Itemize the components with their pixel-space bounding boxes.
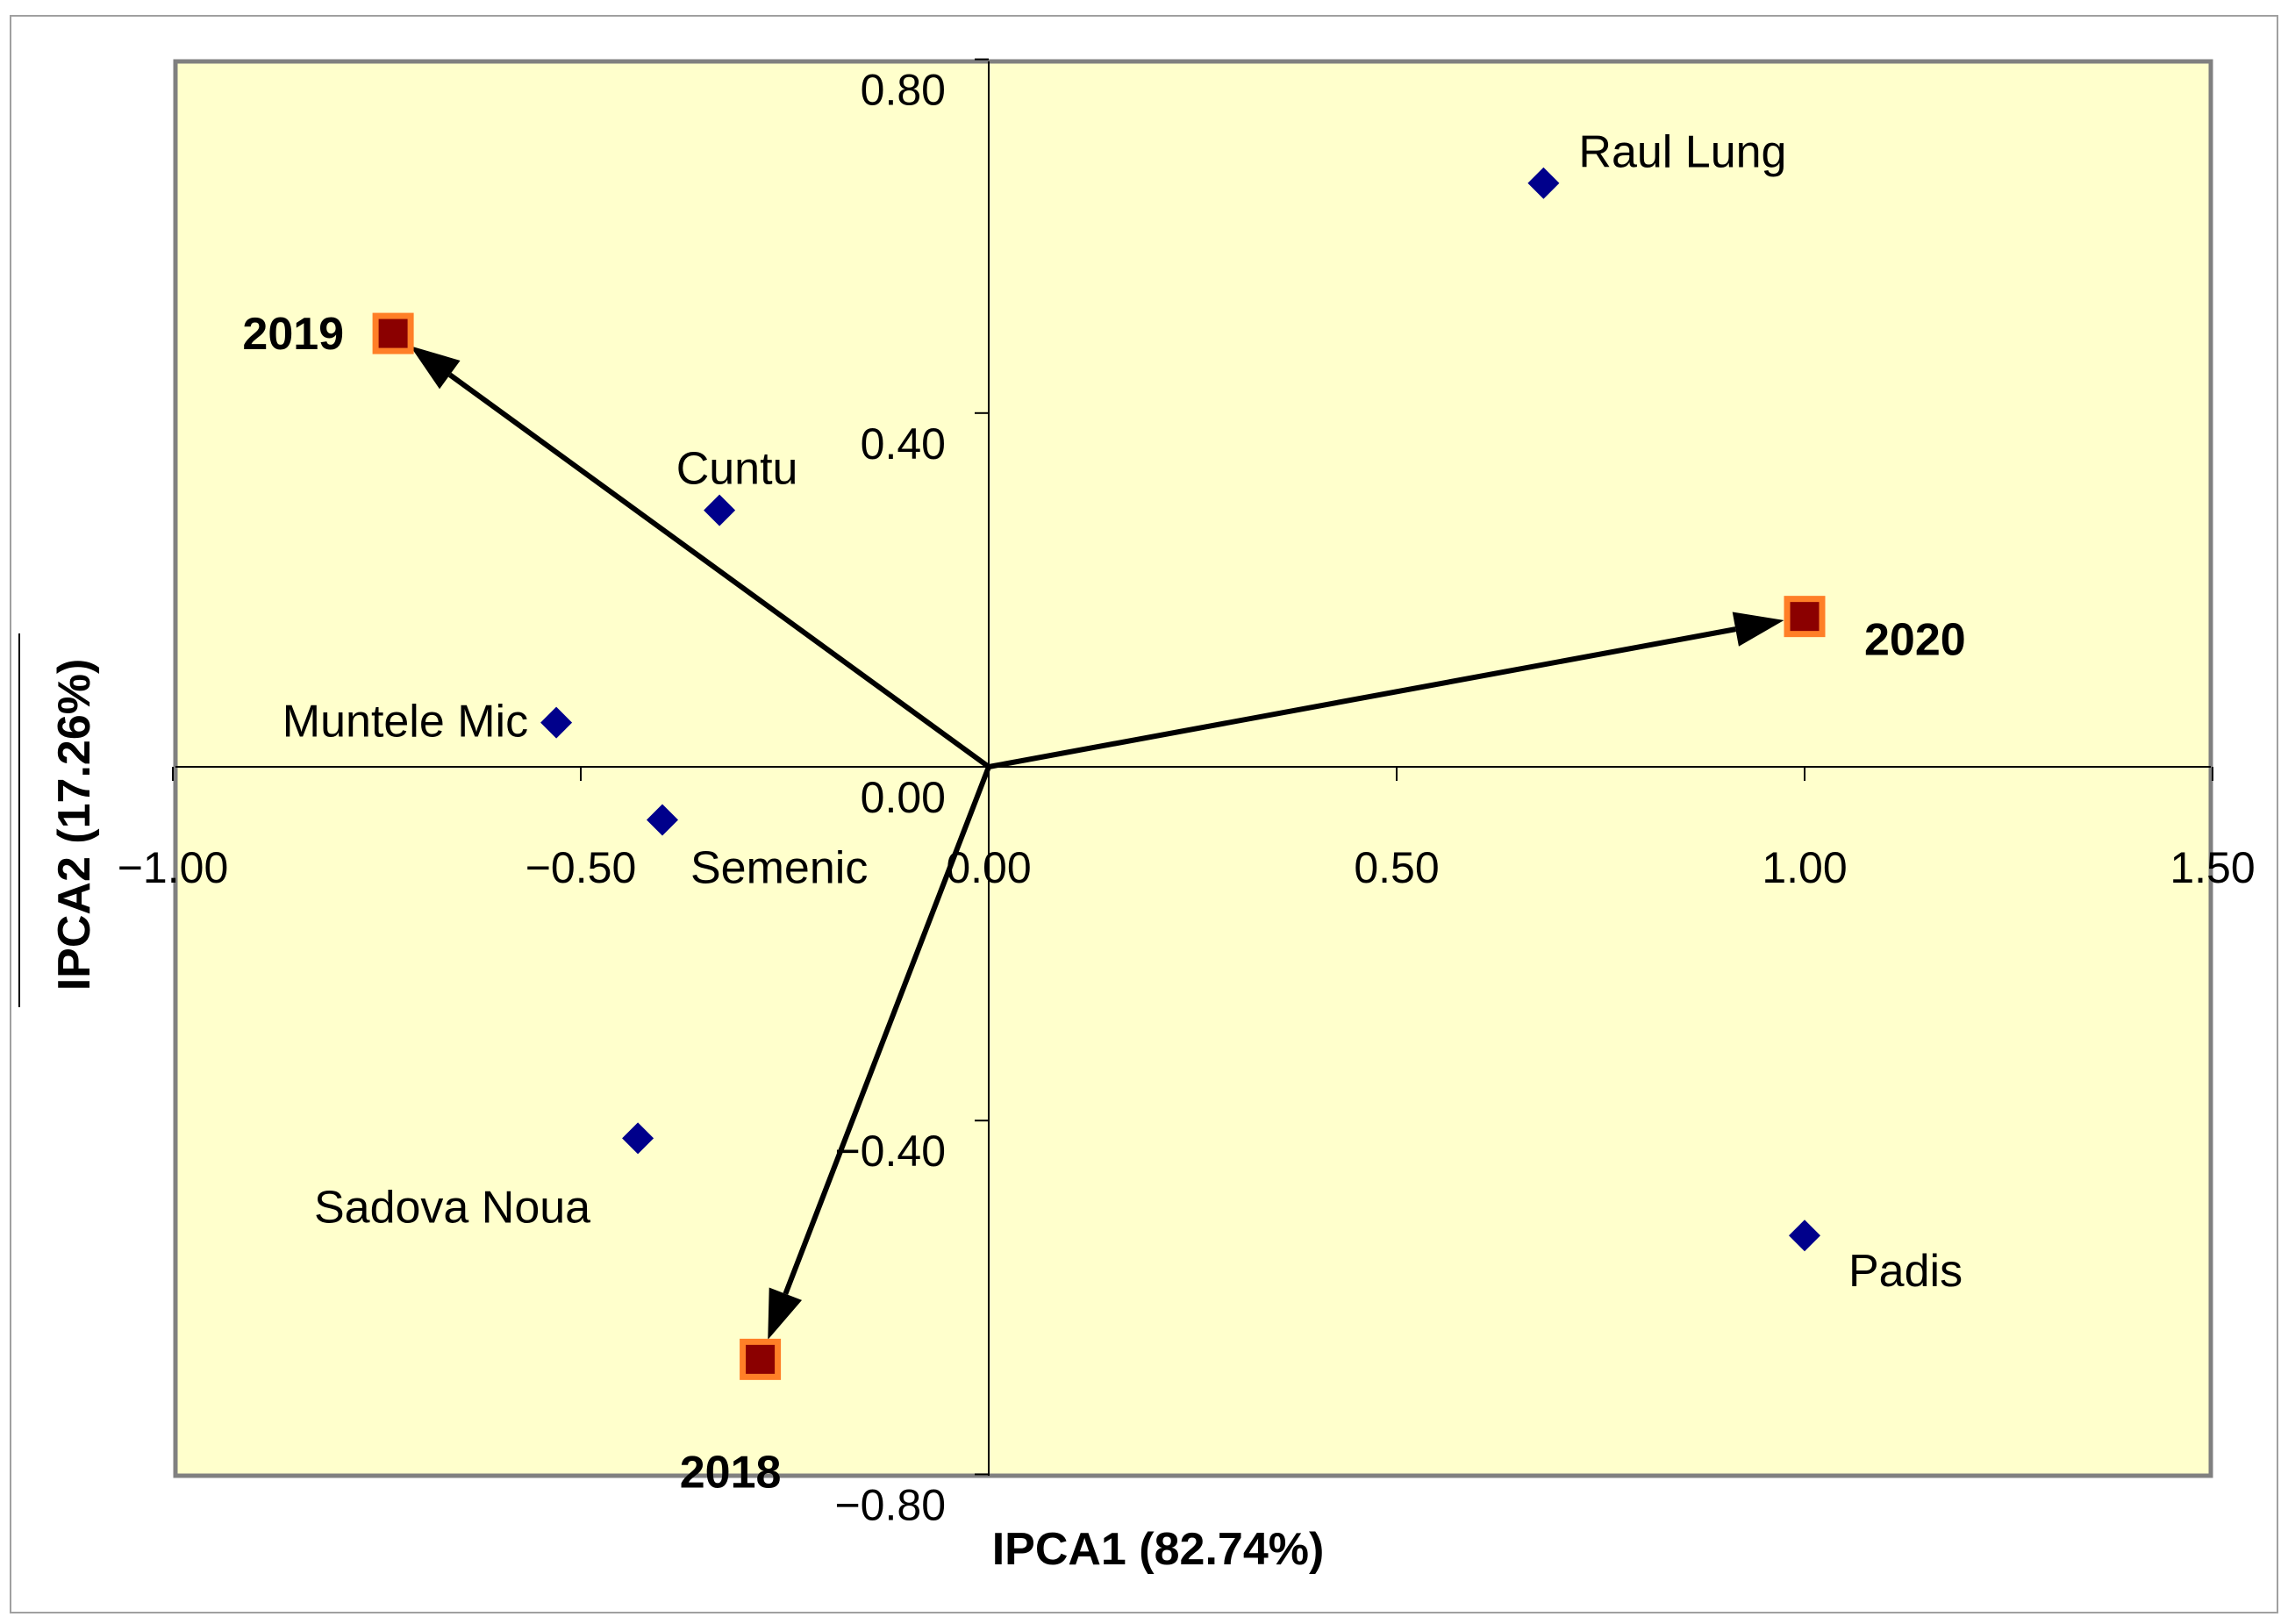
point-cuntu xyxy=(704,494,736,526)
x-tick-label: 1.50 xyxy=(2170,843,2255,892)
x-axis-label: IPCA1 (82.74%) xyxy=(992,1524,1325,1575)
vector-arrowhead-2020 xyxy=(1732,612,1784,647)
x-tick-label: 0.00 xyxy=(946,843,1031,892)
x-tick-label: 1.00 xyxy=(1762,843,1847,892)
x-tick-label: −0.50 xyxy=(526,843,637,892)
y-tick-label: 0.80 xyxy=(861,66,946,115)
y-tick-label: −0.40 xyxy=(834,1127,946,1176)
point-label-raul-lung: Raul Lung xyxy=(1578,127,1786,178)
point-label-padis: Padis xyxy=(1848,1246,1963,1297)
y-tick-labels: 0.80 0.40 0.00 −0.40 −0.80 xyxy=(834,66,946,1530)
point-semenic xyxy=(647,804,678,836)
vector-arrowhead-2018 xyxy=(768,1287,803,1340)
point-2019 xyxy=(372,312,414,354)
point-label-2019: 2019 xyxy=(242,309,344,360)
x-tick-label: −1.00 xyxy=(118,843,229,892)
point-label-cuntu: Cuntu xyxy=(676,444,798,495)
y-axis-label: IPCA2 (17.26%) xyxy=(49,659,100,991)
y-tick-label: 0.00 xyxy=(861,773,946,822)
data-points xyxy=(372,167,1826,1380)
point-muntele-mic xyxy=(540,706,573,739)
y-tick-label: −0.80 xyxy=(834,1480,946,1529)
point-2018 xyxy=(740,1338,782,1380)
year-vectors xyxy=(410,346,1784,1340)
point-labels: Raul Lung Cuntu Muntele Mic Semenic Sadova N… xyxy=(242,127,1965,1499)
vector-line-2019 xyxy=(448,372,990,769)
point-label-sadova-noua: Sadova Noua xyxy=(314,1182,590,1233)
point-label-2020: 2020 xyxy=(1864,615,1966,666)
point-raul-lung xyxy=(1527,167,1560,199)
plot-area xyxy=(173,59,2213,1478)
point-sadova-noua xyxy=(622,1122,654,1155)
vector-line-2020 xyxy=(988,626,1736,769)
point-label-semenic: Semenic xyxy=(690,842,868,893)
x-tick-labels: −1.00 −0.50 0.00 0.50 1.00 1.50 xyxy=(118,843,2256,892)
x-tick-label: 0.50 xyxy=(1354,843,1439,892)
vector-arrowhead-2019 xyxy=(410,346,461,390)
point-label-2018: 2018 xyxy=(680,1447,782,1498)
point-label-muntele-mic: Muntele Mic xyxy=(282,697,528,748)
vector-line-2018 xyxy=(783,765,991,1295)
y-tick-label: 0.40 xyxy=(861,419,946,469)
point-padis xyxy=(1789,1220,1820,1252)
point-2020 xyxy=(1784,596,1826,638)
